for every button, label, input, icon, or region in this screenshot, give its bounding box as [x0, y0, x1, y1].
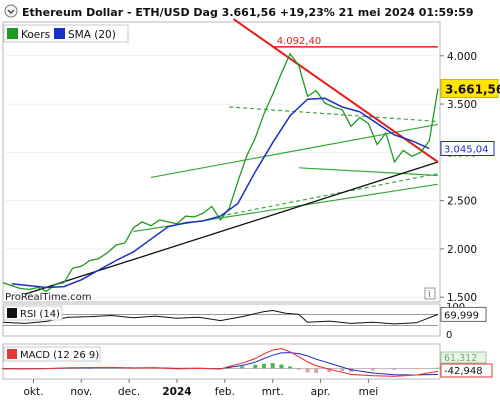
macd-pane: 61,312 -42,948 MACD (12 26 9) — [1, 343, 493, 380]
collapse-icon[interactable] — [4, 4, 18, 18]
x-tick-label: mrt. — [262, 386, 284, 398]
macd-value-tag — [440, 363, 493, 378]
macd-histogram-bar — [370, 368, 375, 371]
price-y-tick-label: 2.000 — [447, 244, 477, 256]
rsi-value-tag — [440, 306, 487, 322]
rsi-layer: 100069,999 — [2, 302, 487, 341]
macd-legend: MACD (12 26 9) — [3, 346, 101, 362]
macd-legend-swatch — [7, 349, 17, 359]
rsi-legend-box — [3, 305, 63, 321]
price-y-tick-label: 2.500 — [447, 196, 477, 208]
price-series — [2, 52, 439, 293]
price-y-tick-label: 3.500 — [447, 99, 477, 111]
legend-label-sma: SMA (20) — [68, 29, 116, 41]
rsi-legend-swatch — [7, 308, 17, 318]
macd-histogram-bar — [279, 364, 284, 369]
rsi-value-label: 69,999 — [444, 310, 479, 321]
price-pane: 4.092,40 4.0003.5003.0002.5002.0001.5003… — [2, 18, 500, 304]
macd-histogram-bar — [270, 363, 275, 369]
macd-histogram-bar — [262, 363, 266, 369]
rsi-line — [2, 309, 439, 325]
x-tick-label: dec. — [118, 386, 140, 398]
macd-histogram-bar — [131, 368, 136, 369]
macd-upper-tag — [440, 351, 487, 364]
sma-value-label: 3.045,04 — [444, 144, 489, 155]
price-pane-frame — [2, 21, 441, 303]
legend-label-koers: Koers — [21, 29, 50, 41]
macd-histogram-bar — [414, 368, 419, 370]
price-grid — [3, 55, 440, 298]
chart-title: Ethereum Dollar - ETH/USD Dag 3.661,56 +… — [22, 6, 473, 19]
current-price-tag — [440, 78, 499, 98]
macd-histogram-bar — [436, 367, 440, 369]
sma-line — [11, 97, 430, 289]
macd-line — [2, 348, 439, 377]
chevron-down-icon — [7, 9, 15, 14]
x-tick-label: feb. — [215, 386, 235, 398]
x-tick-label: okt. — [23, 386, 43, 398]
price-y-axis: 4.0003.5003.0002.5002.0001.5003.661,563.… — [440, 51, 500, 304]
legend-box — [3, 24, 129, 43]
price-y-tick-label: 4.000 — [447, 51, 477, 63]
legend-swatch-sma — [54, 28, 65, 39]
macd-histogram-bar — [305, 368, 310, 373]
rsi-legend: RSI (14) — [3, 305, 63, 321]
rsi-pane: 100069,999 RSI (14) — [2, 302, 487, 341]
x-tick-label: nov. — [70, 386, 92, 398]
x-tick-label: mei — [359, 386, 379, 398]
macd-value-label: -42,948 — [444, 366, 483, 377]
legend-swatch-koers — [7, 28, 18, 39]
price-legend: Koers SMA (20) — [3, 24, 129, 43]
channel-trend-line — [220, 172, 439, 217]
info-icon[interactable] — [424, 287, 436, 300]
current-price-label: 3.661,56 — [445, 82, 500, 96]
macd-histogram-bar — [109, 367, 114, 369]
title-bar: Ethereum Dollar - ETH/USD Dag 3.661,56 +… — [4, 4, 473, 19]
macd-legend-box — [3, 346, 101, 362]
rsi-legend-label: RSI (14) — [20, 309, 60, 320]
macd-histogram-bar — [314, 368, 319, 374]
macd-histogram-bar — [1, 368, 5, 369]
macd-upper-label: 61,312 — [444, 353, 477, 364]
macd-histogram-bar — [227, 367, 232, 369]
price-y-tick-label: 1.500 — [447, 292, 477, 304]
rsi-y-tick-label: 0 — [446, 330, 452, 341]
macd-histogram-bar — [392, 368, 397, 370]
macd-histogram-bar — [253, 364, 258, 369]
macd-layer: 61,312 -42,948 — [1, 348, 493, 378]
macd-legend-label: MACD (12 26 9) — [20, 350, 99, 361]
x-axis: okt. nov. dec. 2024 feb. mrt. apr. mei — [23, 379, 378, 398]
x-tick-label: apr. — [311, 386, 331, 398]
macd-histogram-bar — [240, 366, 245, 369]
macd-histogram-bar — [327, 368, 332, 373]
macd-histogram-bar — [340, 368, 345, 372]
price-line — [2, 52, 439, 293]
watermark: ProRealTime.com — [5, 292, 91, 303]
macd-histogram-bar — [288, 366, 293, 369]
resistance-label: 4.092,40 — [277, 36, 322, 47]
sma-value-tag — [440, 140, 495, 156]
channel-trend-line — [150, 123, 439, 179]
channel-trend-line — [298, 167, 439, 177]
x-tick-label: 2024 — [162, 386, 191, 398]
info-icon-glyph: i — [428, 290, 431, 300]
macd-histogram-bar — [88, 368, 92, 369]
macd-histogram-bar — [296, 368, 301, 370]
